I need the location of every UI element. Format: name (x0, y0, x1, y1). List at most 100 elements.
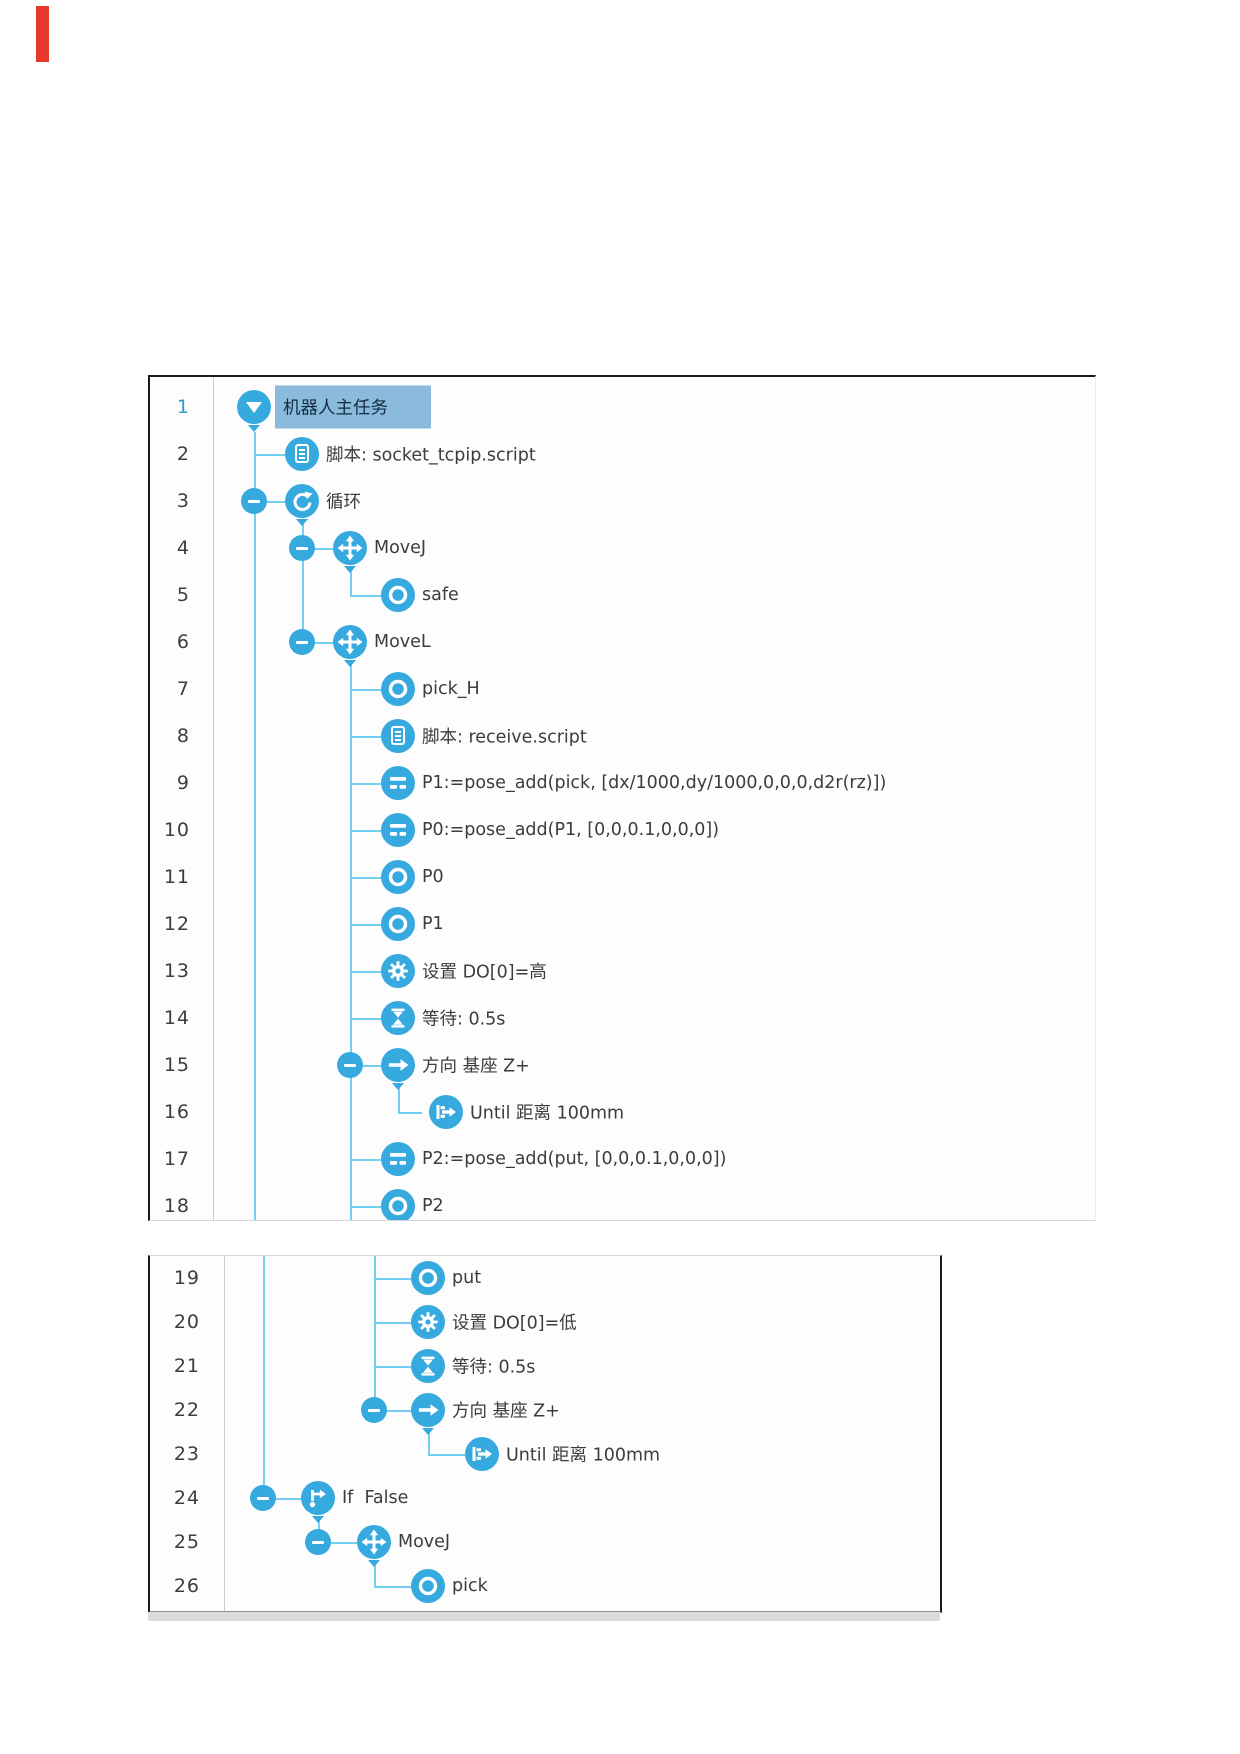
tree-node-label[interactable]: put (452, 1268, 482, 1288)
direction-arrow-icon[interactable] (381, 1048, 415, 1082)
tree-connector-line (350, 568, 352, 595)
expand-triangle-icon[interactable] (237, 390, 271, 424)
expanded-chevron-icon (344, 660, 356, 667)
tree-connector-line (302, 520, 304, 642)
tree-connector-line (254, 432, 256, 1220)
gear-icon[interactable] (381, 954, 415, 988)
expanded-chevron-icon (392, 1083, 404, 1090)
gear-icon[interactable] (411, 1305, 445, 1339)
hourglass-icon[interactable] (411, 1349, 445, 1383)
tree-node-label[interactable]: Until 距离 100mm (506, 1445, 661, 1466)
assign-icon[interactable] (381, 1142, 415, 1176)
line-number: 16 (163, 1101, 190, 1123)
collapse-minus-button[interactable] (250, 1485, 276, 1511)
tree-node-label[interactable]: P0 (422, 867, 444, 887)
direction-arrow-icon[interactable] (411, 1393, 445, 1427)
waypoint-icon[interactable] (381, 907, 415, 941)
waypoint-icon[interactable] (411, 1261, 445, 1295)
line-number: 3 (176, 490, 190, 512)
tree-connector-line (350, 661, 352, 1220)
loop-icon[interactable] (285, 484, 319, 518)
line-number: 2 (176, 443, 190, 465)
tree-connector-line (350, 924, 381, 926)
tree-connector-line (398, 1084, 400, 1112)
waypoint-icon[interactable] (411, 1569, 445, 1603)
tree-node-label[interactable]: MoveJ (374, 538, 427, 558)
tree-connector-line (267, 501, 285, 503)
line-number: 24 (173, 1487, 200, 1509)
tree-node-label[interactable]: P0:=pose_add(P1, [0,0,0.1,0,0,0]) (422, 820, 720, 840)
line-number: 9 (176, 772, 190, 794)
assign-icon[interactable] (381, 766, 415, 800)
move-icon[interactable] (333, 625, 367, 659)
tree-node-label[interactable]: 方向 基座 Z+ (452, 1401, 560, 1422)
tree-connector-line (398, 1112, 422, 1114)
move-icon[interactable] (357, 1525, 391, 1559)
expanded-chevron-icon (296, 519, 308, 526)
collapse-minus-button[interactable] (305, 1529, 331, 1555)
horizontal-scrollbar-track[interactable] (148, 1612, 940, 1621)
waypoint-icon[interactable] (381, 1189, 415, 1220)
tree-connector-line (363, 1065, 381, 1067)
tree-connector-line (374, 1561, 376, 1586)
tree-node-label[interactable]: 方向 基座 Z+ (422, 1056, 530, 1077)
program-tree-panel-bottom: 19 put 20 设置 DO[0]=低 21 等待: 0.5s 22 方向 基座 Z+ 23 U… (148, 1255, 942, 1613)
collapse-minus-button[interactable] (337, 1052, 363, 1078)
assign-icon[interactable] (381, 813, 415, 847)
line-number-separator (213, 377, 214, 1220)
script-icon[interactable] (285, 437, 319, 471)
tree-node-label[interactable]: 机器人主任务 (275, 385, 431, 429)
line-number: 25 (173, 1531, 200, 1553)
line-number: 15 (163, 1054, 190, 1076)
collapse-minus-button[interactable] (289, 535, 315, 561)
tree-connector-line (315, 642, 333, 644)
waypoint-icon[interactable] (381, 578, 415, 612)
line-number: 19 (173, 1267, 200, 1289)
waypoint-icon[interactable] (381, 860, 415, 894)
line-number: 5 (176, 584, 190, 606)
tree-node-label[interactable]: 等待: 0.5s (452, 1357, 536, 1378)
tree-connector-line (276, 1498, 301, 1500)
hourglass-icon[interactable] (381, 1001, 415, 1035)
tree-node-label[interactable]: safe (422, 585, 459, 605)
tree-connector-line (350, 595, 381, 597)
tree-node-label[interactable]: pick_H (422, 679, 480, 699)
tree-node-label[interactable]: MoveL (374, 632, 431, 652)
expanded-chevron-icon (312, 1516, 324, 1523)
tree-connector-line (263, 1256, 265, 1498)
until-icon[interactable] (465, 1437, 499, 1471)
line-number: 18 (163, 1195, 190, 1217)
line-number: 23 (173, 1443, 200, 1465)
tree-connector-line (374, 1322, 411, 1324)
tree-node-label[interactable]: P2:=pose_add(put, [0,0,0.1,0,0,0]) (422, 1149, 727, 1169)
move-icon[interactable] (333, 531, 367, 565)
tree-node-label[interactable]: Until 距离 100mm (470, 1103, 625, 1124)
line-number: 17 (163, 1148, 190, 1170)
tree-connector-line (350, 783, 381, 785)
tree-node-label[interactable]: MoveJ (398, 1532, 451, 1552)
tree-node-label[interactable]: 设置 DO[0]=低 (452, 1313, 577, 1334)
tree-node-label[interactable]: P2 (422, 1196, 444, 1216)
tree-node-label[interactable]: 循环 (326, 492, 361, 513)
tree-connector-line (350, 1159, 381, 1161)
line-number: 1 (176, 396, 190, 418)
expanded-chevron-icon (248, 425, 260, 432)
tree-node-label[interactable]: 设置 DO[0]=高 (422, 962, 547, 983)
tree-node-label[interactable]: 脚本: socket_tcpip.script (326, 445, 536, 466)
tree-connector-line (254, 454, 285, 456)
if-branch-icon[interactable] (301, 1481, 335, 1515)
tree-node-label[interactable]: pick (452, 1576, 488, 1596)
collapse-minus-button[interactable] (361, 1397, 387, 1423)
tree-node-label[interactable]: If False (342, 1488, 409, 1508)
tree-node-label[interactable]: 等待: 0.5s (422, 1009, 506, 1030)
tree-connector-line (350, 971, 381, 973)
script-icon[interactable] (381, 719, 415, 753)
collapse-minus-button[interactable] (289, 629, 315, 655)
line-number: 14 (163, 1007, 190, 1029)
tree-node-label[interactable]: P1 (422, 914, 444, 934)
tree-node-label[interactable]: P1:=pose_add(pick, [dx/1000,dy/1000,0,0,… (422, 773, 887, 793)
collapse-minus-button[interactable] (241, 488, 267, 514)
waypoint-icon[interactable] (381, 672, 415, 706)
until-icon[interactable] (429, 1095, 463, 1129)
tree-node-label[interactable]: 脚本: receive.script (422, 727, 587, 748)
